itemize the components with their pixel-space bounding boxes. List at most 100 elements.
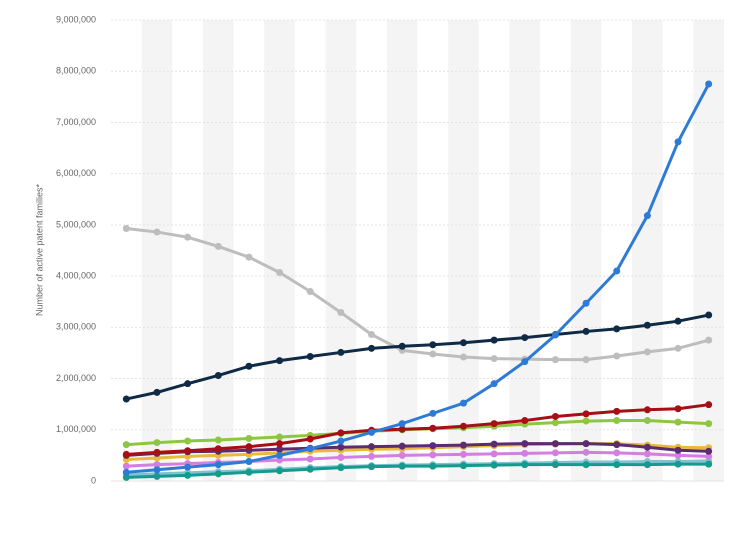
data-point: [368, 452, 376, 460]
data-point: [705, 460, 713, 468]
data-point: [368, 428, 376, 436]
y-tick-label: 0: [91, 475, 96, 485]
series-line: [126, 450, 709, 468]
data-point: [551, 461, 559, 469]
data-point: [276, 357, 284, 365]
y-tick-label: 8,000,000: [56, 66, 96, 76]
data-point: [306, 465, 314, 473]
data-point: [368, 331, 376, 339]
data-point: [551, 412, 559, 420]
data-point: [276, 440, 284, 448]
series-line: [126, 442, 709, 457]
data-point: [245, 458, 253, 466]
data-point: [459, 353, 467, 361]
data-point: [214, 371, 222, 379]
data-point: [521, 358, 529, 366]
data-point: [613, 407, 621, 415]
data-point: [429, 350, 437, 358]
data-point: [582, 440, 590, 448]
data-point: [153, 466, 161, 474]
data-point: [306, 445, 314, 453]
data-point: [184, 437, 192, 445]
data-point: [184, 447, 192, 455]
data-point: [705, 401, 713, 409]
data-point: [613, 441, 621, 449]
data-point: [613, 417, 621, 425]
data-point: [245, 253, 253, 261]
y-tick-label: 7,000,000: [56, 117, 96, 127]
data-point: [674, 418, 682, 426]
data-point: [122, 468, 130, 476]
data-point: [276, 433, 284, 441]
data-point: [705, 80, 713, 88]
data-point: [582, 327, 590, 335]
data-point: [337, 308, 345, 316]
data-point: [490, 336, 498, 344]
y-tick-label: 4,000,000: [56, 270, 96, 280]
data-point: [459, 422, 467, 430]
data-point: [337, 429, 345, 437]
data-point: [368, 463, 376, 471]
data-point: [337, 443, 345, 451]
data-point: [245, 434, 253, 442]
data-point: [245, 468, 253, 476]
data-point: [643, 461, 651, 469]
data-point: [214, 445, 222, 453]
data-point: [276, 451, 284, 459]
data-point: [153, 472, 161, 480]
column-stripe: [570, 20, 602, 481]
data-point: [306, 455, 314, 463]
data-point: [490, 420, 498, 428]
series-line: [126, 313, 709, 401]
series-line: [126, 462, 709, 479]
y-tick-label: 9,000,000: [56, 14, 96, 24]
data-point: [705, 452, 713, 460]
data-point: [398, 425, 406, 433]
y-tick-label: 5,000,000: [56, 219, 96, 229]
data-point: [582, 448, 590, 456]
data-point: [459, 441, 467, 449]
column-stripe: [264, 20, 295, 481]
data-point: [122, 441, 130, 449]
data-point: [122, 450, 130, 458]
data-point: [429, 462, 437, 470]
data-point: [276, 467, 284, 475]
data-point: [551, 449, 559, 457]
data-point: [153, 461, 161, 469]
column-stripe: [509, 20, 541, 481]
data-point: [551, 331, 559, 339]
data-point: [184, 471, 192, 479]
data-point: [459, 462, 467, 470]
column-stripe: [386, 20, 418, 481]
data-point: [184, 233, 192, 241]
data-point: [674, 138, 682, 146]
data-point: [490, 440, 498, 448]
data-point: [643, 443, 651, 451]
column-stripe: [325, 20, 357, 481]
data-point: [521, 461, 529, 469]
data-point: [398, 442, 406, 450]
data-point: [582, 461, 590, 469]
y-axis-label: Number of active patent families*: [34, 183, 44, 316]
data-point: [643, 450, 651, 458]
data-point: [551, 356, 559, 364]
data-point: [306, 287, 314, 295]
data-point: [521, 334, 529, 342]
data-point: [368, 443, 376, 451]
data-point: [398, 342, 406, 350]
data-point: [306, 353, 314, 361]
data-point: [490, 461, 498, 469]
column-stripe: [141, 20, 173, 481]
data-point: [368, 344, 376, 352]
data-point: [429, 341, 437, 349]
data-point: [705, 336, 713, 344]
data-point: [398, 462, 406, 470]
data-point: [582, 356, 590, 364]
data-point: [337, 464, 345, 472]
data-point: [521, 440, 529, 448]
data-point: [245, 362, 253, 370]
data-point: [613, 325, 621, 333]
data-point: [122, 462, 130, 470]
data-point: [551, 440, 559, 448]
